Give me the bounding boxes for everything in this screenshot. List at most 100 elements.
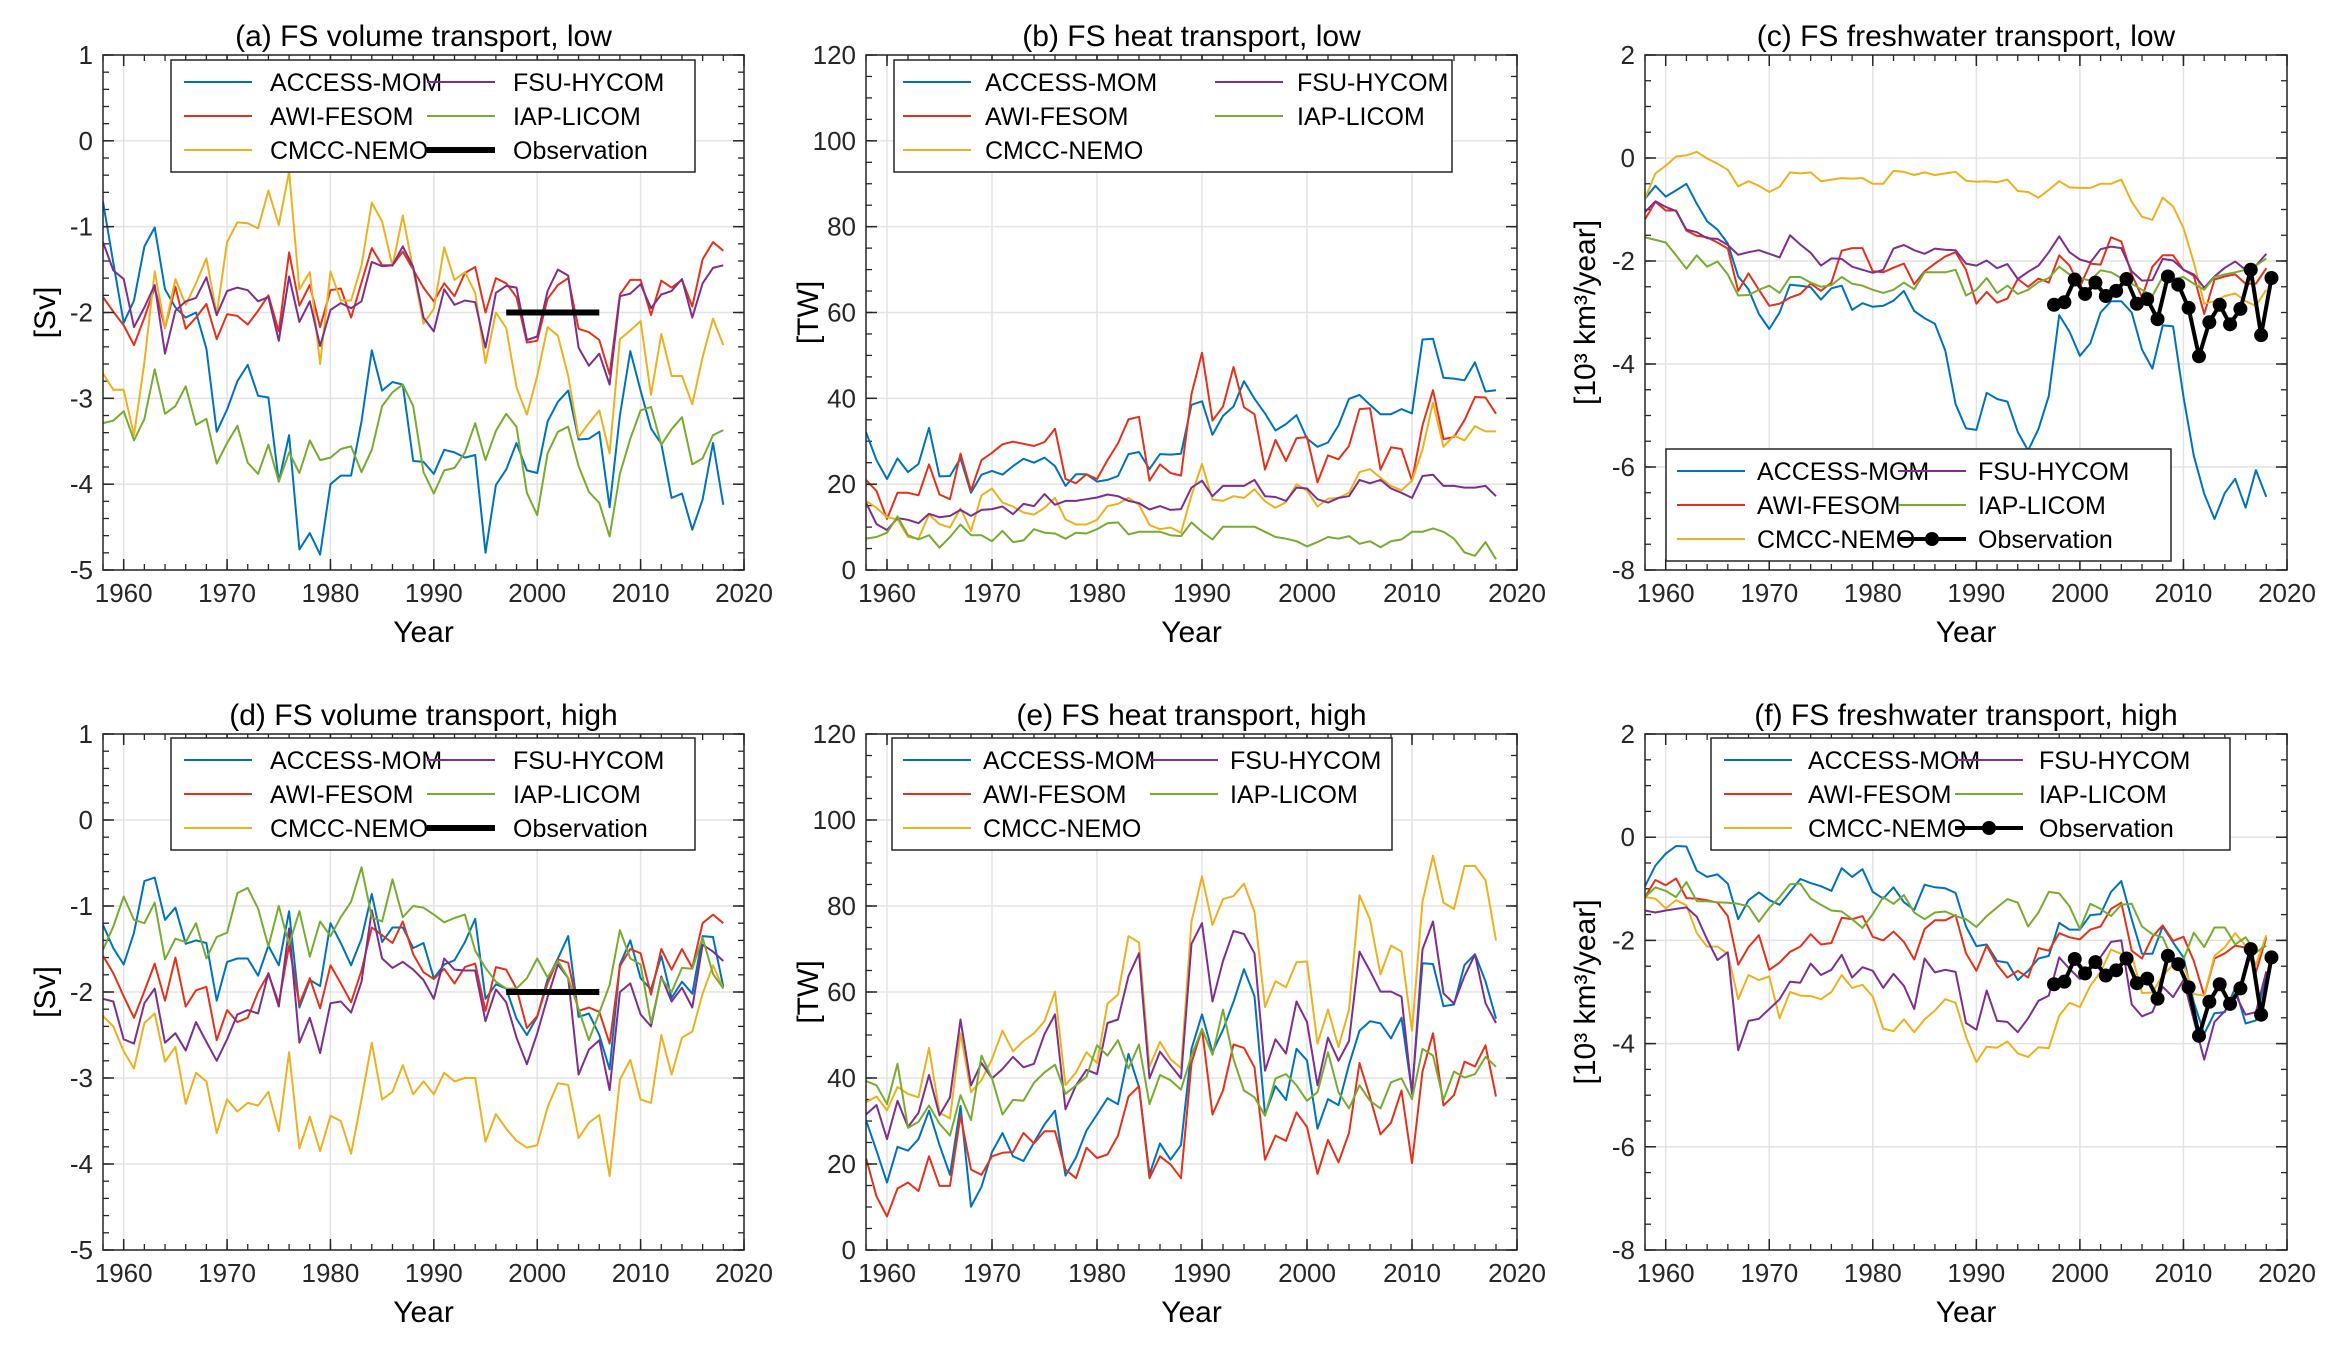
legend-item-cmcc-nemo: CMCC-NEMO (1677, 526, 1915, 554)
x-tick-label: 2020 (1488, 1258, 1546, 1288)
y-tick-label: 80 (827, 212, 856, 242)
y-tick-label: 100 (813, 126, 856, 156)
y-tick-label: 0 (79, 805, 93, 835)
y-tick-label: -4 (1612, 1029, 1635, 1059)
observation-point (2160, 269, 2175, 284)
legend: ACCESS-MOM AWI-FESOM CMCC-NEMO FSU-HYCOM IAP… (893, 59, 1453, 173)
y-tick-label: -1 (70, 212, 93, 242)
chart-title: (e) FS heat transport, high (1016, 699, 1366, 732)
x-tick-label: 1960 (95, 1258, 153, 1288)
legend-item-awi-fesom: AWI-FESOM (184, 781, 414, 809)
chart-title: (a) FS volume transport, low (235, 20, 612, 53)
legend-box (891, 737, 1393, 851)
series-line-cmcc-nemo (866, 401, 1496, 540)
chart-title: (f) FS freshwater transport, high (1754, 699, 2178, 732)
legend-label: AWI-FESOM (1757, 492, 1901, 520)
x-tick-label: 1970 (963, 1258, 1021, 1288)
x-tick-label: 2020 (715, 1258, 773, 1288)
observation-point (2088, 955, 2103, 970)
observation-point (2264, 270, 2279, 285)
y-tick-label: -8 (1612, 555, 1635, 585)
legend-item-observation: Observation (1955, 815, 2174, 843)
legend-item-observation: Observation (427, 137, 648, 165)
observation-point (2233, 301, 2248, 316)
observation-point (2181, 300, 2196, 315)
observation-point (2140, 292, 2155, 307)
series-line-fsu-hycom (103, 241, 724, 386)
observation-point (2078, 286, 2093, 301)
observation-point (2254, 328, 2269, 343)
y-tick-label: -3 (70, 1063, 93, 1093)
y-tick-label: 0 (1621, 143, 1635, 173)
legend-label: CMCC-NEMO (270, 815, 428, 843)
legend: ACCESS-MOM AWI-FESOM CMCC-NEMO FSU-HYCOM IAP… (170, 737, 696, 851)
series-line-fsu-hycom (866, 473, 1497, 532)
x-tick-label: 1970 (1740, 1258, 1798, 1288)
x-tick-label: 2020 (2258, 1258, 2316, 1288)
legend-label: CMCC-NEMO (1808, 815, 1966, 843)
y-tick-label: 40 (827, 383, 856, 413)
legend-item-iap-licom: IAP-LICOM (1215, 103, 1425, 131)
panel-e: 1960 1970 1980 1990 2000 2010 2020 0 20 40 60 80 100… (792, 699, 1546, 1329)
panel-f: 1960 1970 1980 1990 2000 2010 2020 -8 -6 -4 -2 0 2 (f… (1569, 699, 2316, 1329)
y-tick-label: 60 (827, 977, 856, 1007)
legend-label: IAP-LICOM (513, 103, 641, 131)
x-tick-label: 2000 (1278, 1258, 1336, 1288)
legend-item-awi-fesom: AWI-FESOM (903, 103, 1129, 131)
legend-item-access-mom: ACCESS-MOM (903, 747, 1155, 775)
observation-point (2191, 349, 2206, 364)
x-tick-label: 1990 (1173, 578, 1231, 608)
x-tick-label: 1960 (1637, 1258, 1695, 1288)
legend-label: IAP-LICOM (1297, 103, 1425, 131)
x-tick-label: 1960 (858, 1258, 916, 1288)
series-line-awi-fesom (103, 913, 724, 1045)
legend-label: IAP-LICOM (1978, 492, 2106, 520)
observation-point (2140, 971, 2155, 986)
observation-point (2109, 963, 2124, 978)
legend-item-cmcc-nemo: CMCC-NEMO (1724, 815, 1966, 843)
y-tick-label: 2 (1621, 719, 1635, 749)
x-tick-label: 2010 (1383, 1258, 1441, 1288)
x-tick-label: 2000 (2051, 1258, 2109, 1288)
x-tick-label: 1990 (1947, 578, 2005, 608)
x-tick-label: 1980 (1068, 578, 1126, 608)
series-line-cmcc-nemo (1645, 896, 2268, 1064)
legend-item-fsu-hycom: FSU-HYCOM (427, 69, 664, 97)
y-tick-label: -5 (70, 555, 93, 585)
series-line-awi-fesom (866, 1028, 1497, 1218)
legend-marker (1925, 532, 1939, 546)
x-tick-label: 1970 (198, 1258, 256, 1288)
panel-b: 1960 1970 1980 1990 2000 2010 2020 0 20 40 60 80 100… (792, 20, 1546, 649)
x-tick-label: 1960 (1637, 578, 1695, 608)
y-tick-label: -2 (1612, 925, 1635, 955)
legend-item-fsu-hycom: FSU-HYCOM (1898, 458, 2129, 486)
legend-label: AWI-FESOM (985, 103, 1129, 131)
y-tick-label: 20 (827, 469, 856, 499)
x-tick-label: 2020 (1488, 578, 1546, 608)
legend-item-cmcc-nemo: CMCC-NEMO (184, 815, 428, 843)
axes-box (1644, 54, 2288, 571)
observation-point (2067, 272, 2082, 287)
legend-item-fsu-hycom: FSU-HYCOM (1215, 69, 1448, 97)
legend: ACCESS-MOM AWI-FESOM CMCC-NEMO FSU-HYCOM IAP… (1710, 737, 2231, 851)
legend-label: Observation (1978, 526, 2113, 554)
x-tick-label: 2010 (1383, 578, 1441, 608)
x-tick-label: 2000 (2051, 578, 2109, 608)
legend-item-fsu-hycom: FSU-HYCOM (1150, 747, 1381, 775)
x-axis-label: Year (1936, 1296, 1997, 1329)
series-group (866, 854, 1497, 1218)
x-axis-label: Year (393, 616, 454, 649)
y-tick-label: -5 (70, 1235, 93, 1265)
y-tick-label: -1 (70, 891, 93, 921)
y-tick-label: -6 (1612, 452, 1635, 482)
y-tick-label: 1 (79, 40, 93, 70)
x-tick-label: 1970 (1740, 578, 1798, 608)
series-line-fsu-hycom (103, 909, 724, 1091)
legend-item-iap-licom: IAP-LICOM (427, 781, 641, 809)
y-axis-label: [TW] (792, 281, 825, 344)
y-tick-label: -4 (70, 469, 93, 499)
legend-item-awi-fesom: AWI-FESOM (1677, 492, 1901, 520)
legend-label: FSU-HYCOM (1978, 458, 2129, 486)
legend-label: ACCESS-MOM (983, 747, 1155, 775)
observation-point (2109, 283, 2124, 298)
